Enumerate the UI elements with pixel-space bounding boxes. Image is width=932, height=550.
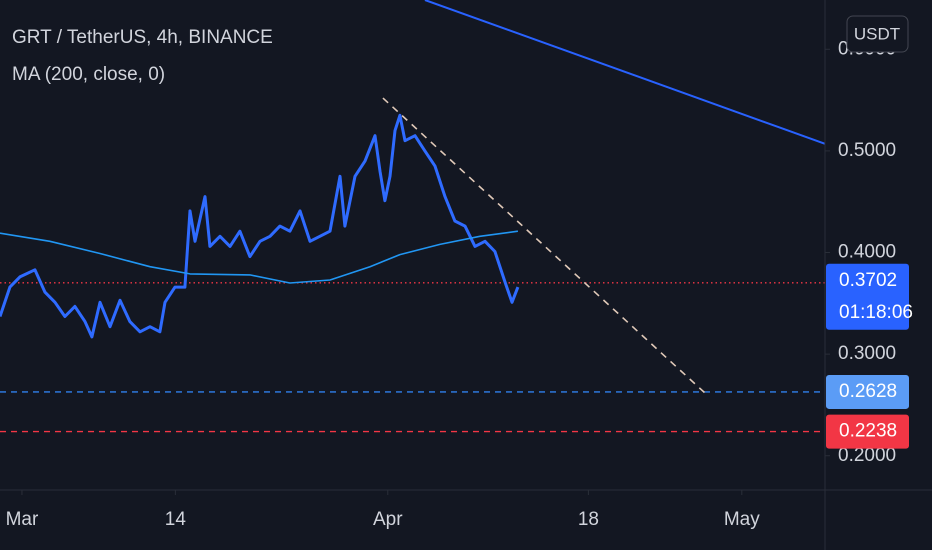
currency-label[interactable]: USDT xyxy=(854,24,900,43)
chart-title: GRT / TetherUS, 4h, BINANCE xyxy=(12,27,273,48)
price-label-box xyxy=(826,263,909,330)
x-tick-label: Apr xyxy=(373,509,403,530)
y-tick-label: 0.4000 xyxy=(838,242,896,263)
x-tick-label: Mar xyxy=(6,509,39,530)
labels: 0.60000.50000.40000.30000.2000Mar14Apr18… xyxy=(6,38,913,530)
x-tick-label: 14 xyxy=(165,509,187,530)
trendline xyxy=(424,0,825,145)
price-label: 0.2628 xyxy=(839,381,897,402)
price-series xyxy=(0,230,519,284)
x-tick-label: May xyxy=(724,509,760,530)
price-label-box xyxy=(826,414,909,449)
currency-button[interactable] xyxy=(846,15,909,53)
price-series xyxy=(0,113,520,339)
y-tick-label: 0.2000 xyxy=(838,445,896,466)
price-label: 0.3702 xyxy=(839,270,897,291)
trendline xyxy=(382,97,709,397)
y-tick-label: 0.3000 xyxy=(838,343,896,364)
y-tick-label: 0.5000 xyxy=(838,140,896,161)
price-label-box xyxy=(826,374,909,409)
x-tick-label: 18 xyxy=(578,509,599,530)
indicator-legend: MA (200, close, 0) xyxy=(12,64,165,85)
plot-area xyxy=(0,0,825,433)
price-countdown: 01:18:06 xyxy=(839,302,913,323)
price-label: 0.2238 xyxy=(839,421,897,442)
